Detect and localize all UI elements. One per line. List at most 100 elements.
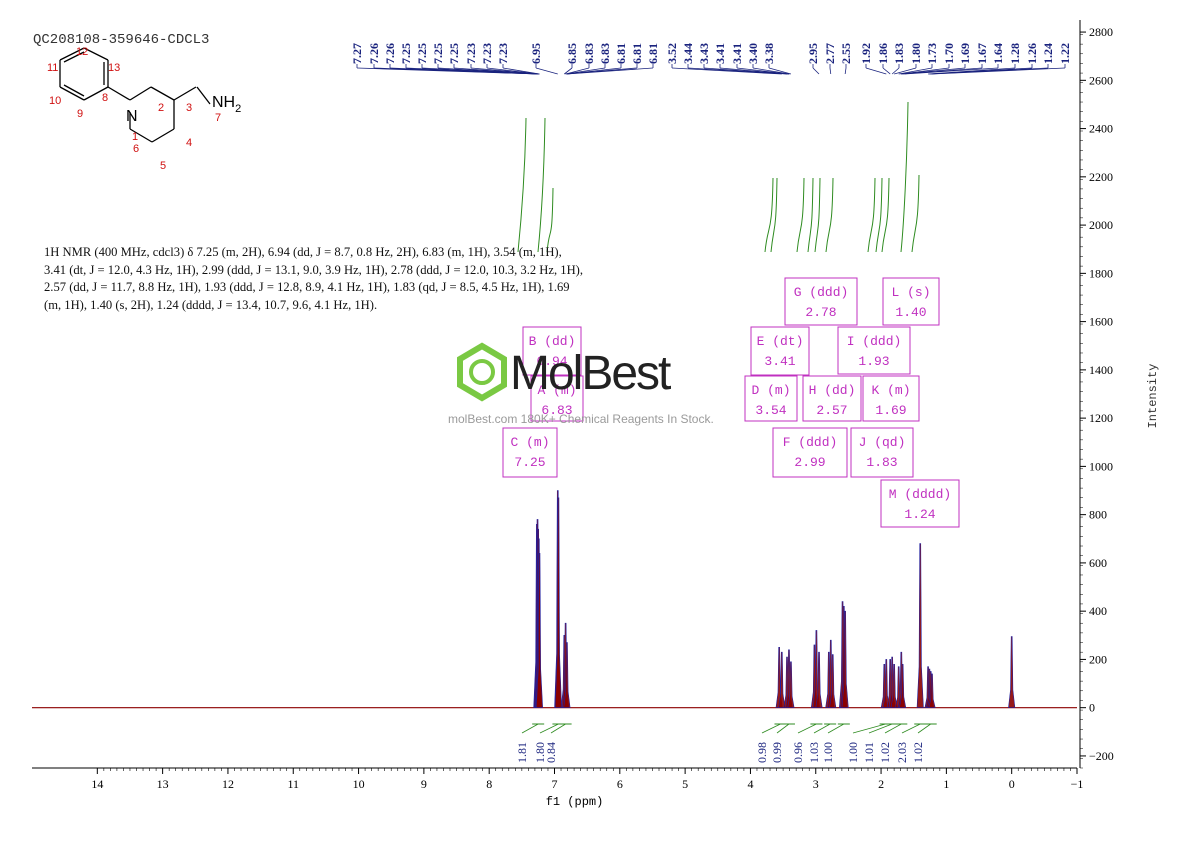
peak-label-leader [894, 67, 917, 75]
peak-label-leader [564, 67, 573, 75]
multiplet-shift: 1.40 [895, 305, 926, 320]
peak-label-leader [904, 67, 999, 75]
y-tick-label: 1400 [1089, 363, 1113, 377]
multiplet-box [882, 277, 940, 326]
x-tick-label: 13 [157, 777, 169, 791]
peak-label: 6.81 [646, 43, 660, 64]
integral-curve [807, 177, 814, 253]
peak-label-leader [671, 67, 782, 75]
peak-label: 1.64 [991, 43, 1005, 64]
atom-number: 2 [158, 102, 164, 114]
multiplet-label: H (dd) [809, 383, 856, 398]
x-tick-label: 9 [421, 777, 427, 791]
y-tick-label: 2000 [1089, 218, 1113, 232]
integral-value: 2.03 [895, 742, 909, 763]
multiplet-shift: 1.93 [858, 354, 889, 369]
multiplet-label: A (m) [537, 383, 576, 398]
multiplet-box [837, 326, 911, 375]
axes: 14 13 12 11 10 9 8 7 6 5 4 3 2 1 0 −1−20002004006008001… [32, 20, 1160, 809]
integral-value: 0.99 [770, 742, 784, 763]
atom-number: 1 [132, 131, 138, 143]
bond [83, 86, 109, 101]
multiplet-shift: 2.57 [816, 403, 847, 418]
multiplet-box [502, 427, 558, 478]
peak-label: 1.73 [925, 43, 939, 64]
integral-curve [537, 117, 546, 253]
multiplet-label: E (dt) [757, 334, 804, 349]
bond [59, 86, 85, 101]
x-tick-label: 14 [91, 777, 103, 791]
spectrum-peak [841, 610, 849, 708]
spectrum-peak [563, 642, 571, 708]
bond [151, 128, 175, 143]
spectrum-trace [32, 490, 1077, 709]
atom-number: 11 [47, 62, 58, 74]
y-tick-label: 2600 [1089, 73, 1113, 87]
multiplet-shift: 3.41 [764, 354, 795, 369]
integral-curve [764, 177, 774, 253]
integral-curve [796, 177, 805, 253]
peak-label: 7.25 [415, 43, 429, 64]
multiplet-shift: 6.83 [541, 403, 572, 418]
peak-label-leader [882, 67, 891, 75]
atom-number: 7 [215, 112, 221, 124]
nitrogen-atom: N [126, 108, 138, 125]
peak-label: 7.25 [399, 43, 413, 64]
bond [129, 128, 153, 143]
y-tick-label: 0 [1089, 701, 1095, 715]
bond [150, 86, 175, 101]
amine-h: NH [212, 94, 235, 111]
integral-value: 0.96 [791, 742, 805, 763]
integral-curves [517, 101, 920, 253]
x-tick-label: 0 [1009, 777, 1015, 791]
x-tick-label: −1 [1071, 777, 1084, 791]
multiplet-shift: 1.24 [904, 507, 935, 522]
peak-label-leader [844, 67, 847, 75]
peak-label-leader [752, 67, 790, 75]
peak-label: 7.25 [447, 43, 461, 64]
integral-leader [550, 723, 566, 734]
multiplet-label: G (ddd) [794, 285, 849, 300]
peak-label: 6.83 [582, 43, 596, 64]
multiplet-label: C (m) [510, 435, 549, 450]
peak-label: 1.67 [975, 43, 989, 64]
y-tick-label: 200 [1089, 652, 1107, 666]
watermark: MolBest molBest.com 180K+ Chemical Reage… [448, 342, 748, 432]
peak-label: 7.23 [464, 43, 478, 64]
multiplet-label: J (qd) [859, 435, 906, 450]
peak-label: 1.69 [958, 43, 972, 64]
peak-label: 6.85 [565, 43, 579, 64]
integral-leader [852, 723, 886, 734]
x-tick-label: 3 [813, 777, 819, 791]
peak-label-leader [736, 67, 790, 75]
benzene-logo-icon [457, 342, 507, 402]
atom-number: 9 [77, 108, 83, 120]
peak-label: 7.27 [350, 43, 364, 64]
integral-curve [881, 177, 890, 253]
bond [83, 47, 109, 61]
peak-label: 7.26 [383, 43, 397, 64]
x-tick-label: 7 [552, 777, 558, 791]
x-tick-label: 6 [617, 777, 623, 791]
peak-label: 6.81 [630, 43, 644, 64]
y-tick-label: 800 [1089, 508, 1107, 522]
y-axis-label: Intensity [1146, 364, 1160, 429]
peak-label-leader [535, 67, 558, 75]
bond [173, 86, 197, 101]
integral-leader [521, 723, 539, 734]
peak-label-leader [566, 67, 654, 75]
y-tick-label: 1000 [1089, 459, 1113, 473]
x-tick-label: 4 [747, 777, 753, 791]
y-tick-label: 2800 [1089, 25, 1113, 39]
peak-label: 3.41 [713, 43, 727, 64]
multiplet-shift: 7.25 [514, 455, 545, 470]
y-tick-label: −200 [1089, 749, 1114, 763]
x-tick-label: 8 [486, 777, 492, 791]
multiplet-box [802, 375, 862, 422]
peak-label: 1.83 [892, 43, 906, 64]
integral-value: 1.00 [821, 742, 835, 763]
multiplet-shift: 2.78 [805, 305, 836, 320]
integral-value: 1.01 [862, 742, 876, 763]
spectrum-peak [1008, 636, 1016, 708]
